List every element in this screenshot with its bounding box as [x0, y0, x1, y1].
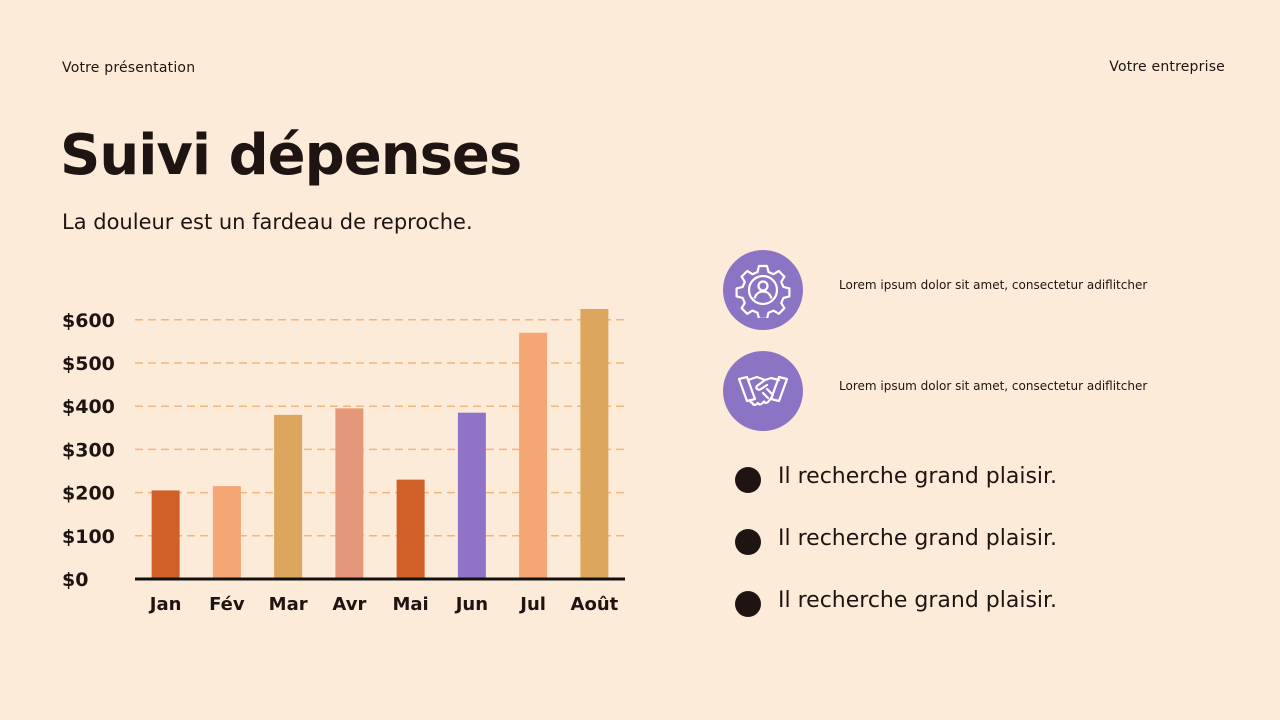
feature-item-settings: Lorem ipsum dolor sit amet, consectetur …	[723, 250, 1223, 330]
bullet-dot	[735, 529, 761, 555]
bullet-dot	[735, 467, 761, 493]
x-tick-label: Mar	[269, 594, 308, 615]
y-tick-label: $100	[62, 526, 115, 548]
bullet-dot	[735, 591, 761, 617]
x-tick-label: Avr	[332, 594, 366, 615]
bar-jul	[519, 332, 548, 579]
presentation-label: Votre présentation	[62, 60, 196, 76]
x-tick-label: Jul	[518, 594, 546, 615]
feature-text: Lorem ipsum dolor sit amet, consectetur …	[839, 278, 1148, 292]
bar-fév	[212, 486, 241, 579]
expense-bar-chart: $0 $100 $200 $300 $400 $500 $600 Jan Fév Mar Avr Ma…	[62, 309, 625, 615]
bullet-text: Il recherche grand plaisir.	[778, 464, 1058, 489]
feature-icon-circle	[723, 250, 803, 330]
bullet-text: Il recherche grand plaisir.	[778, 526, 1058, 551]
feature-item-partnership: Lorem ipsum dolor sit amet, consectetur …	[723, 351, 1223, 431]
x-tick-label: Fév	[209, 594, 245, 615]
bar-août	[580, 309, 609, 579]
x-tick-label: Mai	[393, 594, 429, 615]
y-tick-label: $0	[62, 569, 88, 591]
x-tick-label: Jun	[454, 594, 488, 615]
feature-icon-circle	[723, 351, 803, 431]
gear-user-icon	[735, 264, 791, 318]
y-tick-label: $600	[62, 310, 115, 332]
bullet-text: Il recherche grand plaisir.	[778, 588, 1058, 613]
bar-mar	[274, 414, 303, 579]
y-tick-label: $500	[62, 353, 115, 375]
y-tick-label: $400	[62, 396, 115, 418]
bar-mai	[396, 479, 425, 579]
page-title: Suivi dépenses	[60, 123, 522, 188]
bar-jun	[457, 412, 486, 579]
company-label: Votre entreprise	[1109, 59, 1225, 75]
x-tick-label: Jan	[148, 594, 182, 615]
handshake-icon	[737, 375, 789, 406]
y-tick-label: $300	[62, 439, 115, 461]
x-tick-label: Août	[571, 594, 619, 615]
bar-avr	[335, 408, 364, 579]
page-subtitle: La douleur est un fardeau de reproche.	[62, 210, 473, 234]
feature-text: Lorem ipsum dolor sit amet, consectetur …	[839, 379, 1148, 393]
bar-jan	[151, 490, 180, 579]
y-tick-label: $200	[62, 483, 115, 505]
